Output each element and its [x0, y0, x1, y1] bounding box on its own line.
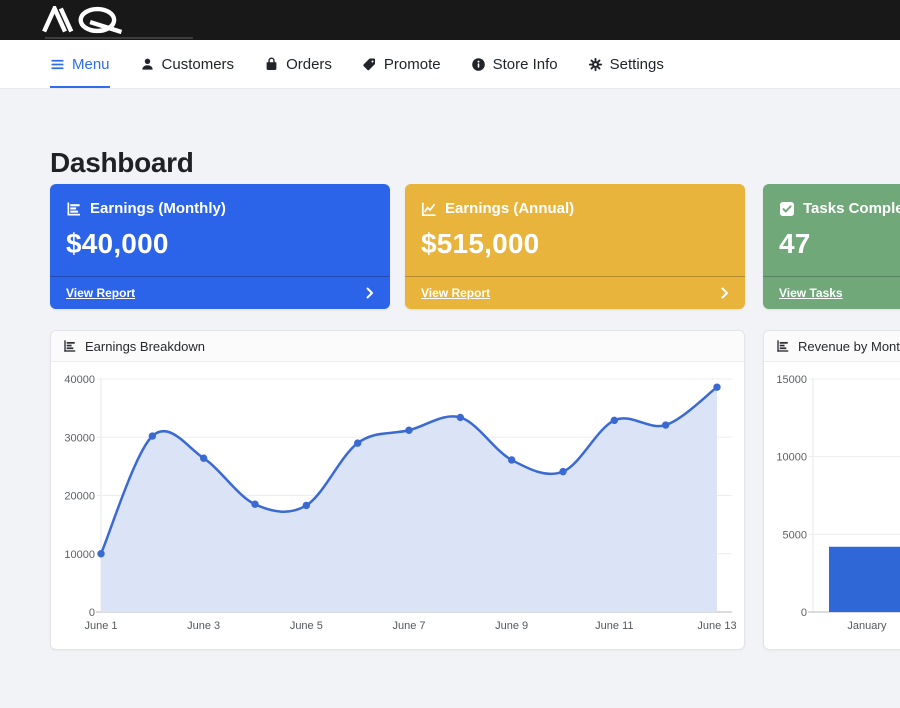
hamburger-icon [50, 57, 65, 72]
nav-item-promote[interactable]: Promote [362, 40, 441, 88]
stat-card-value: $515,000 [421, 228, 540, 259]
stat-card-value: $40,000 [66, 228, 169, 259]
svg-text:5000: 5000 [783, 529, 807, 541]
shopping-bag-icon [264, 57, 279, 72]
gear-icon [588, 57, 603, 72]
svg-text:0: 0 [801, 607, 807, 619]
stat-card-footer: View Report [405, 276, 745, 309]
view-report-link[interactable]: View Report [421, 286, 491, 300]
nav-item-label: Menu [72, 55, 110, 73]
logo-underline [45, 37, 193, 39]
view-report-link[interactable]: View Report [66, 286, 136, 300]
svg-text:40000: 40000 [64, 374, 95, 386]
svg-text:June 7: June 7 [392, 620, 425, 632]
chart-body: 0 10000 20000 30000 40000 June 1 June 3 June 5 J… [51, 362, 744, 649]
chevron-right-icon[interactable] [721, 287, 729, 299]
view-tasks-link[interactable]: View Tasks [779, 286, 843, 300]
main-nav: Menu Customers Orders [0, 40, 900, 89]
chart-title: Earnings Breakdown [85, 338, 205, 354]
person-icon [140, 57, 155, 72]
revenue-by-month-chart: 0 5000 10000 15000 January [776, 374, 900, 632]
stat-card-tasks-completed: Tasks Completed 47 View Tasks [763, 184, 900, 309]
tag-icon [362, 57, 377, 72]
stat-card-earnings-annual: Earnings (Annual) $515,000 View Report [405, 184, 745, 309]
page-title: Dashboard [50, 147, 194, 178]
stat-card-earnings-monthly: Earnings (Monthly) $40,000 View Report [50, 184, 390, 309]
logo-m-stroke2 [58, 7, 74, 33]
revenue-by-month-card: Revenue by Month 0 5000 10000 15000 January [763, 330, 900, 650]
svg-text:June 3: June 3 [187, 620, 220, 632]
chart-card-header: Revenue by Month [764, 331, 900, 362]
nav-item-label: Settings [609, 55, 664, 73]
svg-text:June 9: June 9 [495, 620, 528, 632]
svg-text:June 11: June 11 [595, 620, 633, 632]
svg-text:June 13: June 13 [697, 620, 736, 632]
bar-chart-icon [63, 339, 77, 353]
earnings-breakdown-card: Earnings Breakdown 0 10000 20000 30000 40000… [50, 330, 745, 650]
stat-card-footer: View Report [50, 276, 390, 309]
nav-item-customers[interactable]: Customers [140, 40, 235, 88]
stat-card-title: Earnings (Monthly) [90, 200, 226, 217]
nav-item-orders[interactable]: Orders [264, 40, 332, 88]
logo[interactable] [42, 6, 134, 34]
info-circle-icon [471, 57, 486, 72]
earnings-breakdown-chart: 0 10000 20000 30000 40000 June 1 June 3 June 5 J… [64, 374, 736, 632]
nav-item-menu[interactable]: Menu [50, 40, 110, 88]
stat-card-footer: View Tasks [763, 276, 900, 309]
svg-text:10000: 10000 [776, 452, 807, 464]
line-chart-icon [421, 201, 437, 217]
chart-title: Revenue by Month [798, 338, 900, 354]
svg-text:30000: 30000 [64, 432, 95, 444]
nav-item-label: Promote [383, 55, 441, 73]
nav-item-label: Customers [161, 55, 235, 73]
svg-text:20000: 20000 [64, 491, 95, 503]
svg-text:0: 0 [89, 607, 95, 619]
stat-card-title: Earnings (Annual) [445, 200, 575, 217]
logo-m-stroke [42, 6, 67, 33]
nav-item-label: Orders [286, 55, 332, 73]
chart-body: 0 5000 10000 15000 January [764, 362, 900, 649]
svg-text:15000: 15000 [776, 374, 807, 386]
svg-text:10000: 10000 [64, 549, 95, 561]
svg-text:June 5: June 5 [290, 620, 323, 632]
horizontal-bar-chart-icon [66, 201, 82, 217]
check-icon-path [782, 204, 792, 212]
stat-card-title: Tasks Completed [803, 200, 900, 217]
bar-chart-icon [776, 339, 790, 353]
nav-item-store-info[interactable]: Store Info [471, 40, 558, 88]
logo-q-tail [89, 19, 123, 34]
check-square-icon [779, 201, 795, 217]
stat-card-value: 47 [779, 228, 811, 259]
logo-q [78, 6, 117, 34]
chart-card-header: Earnings Breakdown [51, 331, 744, 362]
topbar [0, 0, 900, 40]
svg-text:January: January [847, 620, 887, 632]
chevron-right-icon[interactable] [366, 287, 374, 299]
nav-item-settings[interactable]: Settings [588, 40, 664, 88]
nav-item-label: Store Info [492, 55, 558, 73]
svg-text:June 1: June 1 [84, 620, 117, 632]
